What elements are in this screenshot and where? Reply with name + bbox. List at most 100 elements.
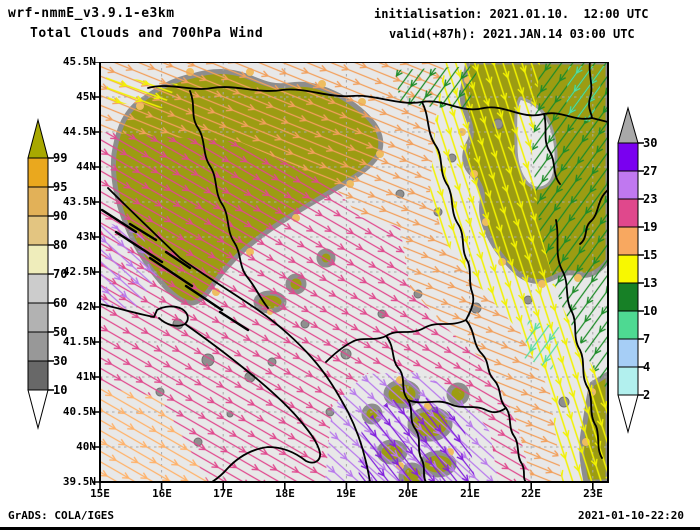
cloud-colorbar-arrow-top — [27, 118, 49, 159]
wind-colorbar-label: 19 — [643, 220, 658, 234]
wind-zone-green-streak — [395, 66, 478, 110]
colorbar-segment — [617, 338, 639, 368]
colorbar-segment — [617, 310, 639, 340]
cloud-colorbar-arrow-bottom — [27, 389, 49, 430]
colorbar-segment — [27, 273, 49, 304]
wind-colorbar-label: 27 — [643, 164, 658, 178]
colorbar-segment — [27, 360, 49, 391]
lon-label: 19E — [336, 487, 356, 500]
init-time: initialisation: 2021.01.10. 12:00 UTC — [374, 7, 649, 21]
wind-zone-violet — [358, 398, 475, 482]
wind-colorbar — [617, 106, 644, 434]
colorbar-segment — [617, 142, 639, 172]
lat-label: 40N — [76, 440, 96, 453]
wind-zone-green — [532, 62, 608, 392]
cloud-colorbar-label: 80 — [53, 238, 68, 252]
lon-label: 20E — [398, 487, 418, 500]
cloud-colorbar — [27, 118, 54, 430]
wind-zone-mint — [524, 320, 562, 370]
colorbar-segment — [617, 366, 639, 396]
lat-label: 42.5N — [62, 265, 96, 278]
colorbar-segment — [27, 331, 49, 362]
wind-colorbar-label: 30 — [643, 136, 658, 150]
wind-colorbar-arrow-bottom — [617, 394, 639, 434]
bottom-border-bar — [0, 527, 700, 530]
creation-timestamp: 2021-01-10-22:20 — [578, 509, 684, 522]
lat-label: 44N — [76, 160, 96, 173]
cloud-colorbar-label: 99 — [53, 151, 68, 165]
colorbar-segment — [617, 170, 639, 200]
cloud-colorbar-label: 90 — [53, 209, 68, 223]
colorbar-segment — [27, 302, 49, 333]
colorbar-segment — [27, 215, 49, 246]
wind-zone-yellow — [430, 62, 608, 482]
lon-label: 16E — [152, 487, 172, 500]
wind-colorbar-label: 7 — [643, 332, 651, 346]
colorbar-segment — [27, 244, 49, 275]
colorbar-segment — [27, 157, 49, 188]
wind-zone-yellow-northwest — [106, 76, 178, 108]
map-canvas — [92, 62, 609, 489]
wind-zone-pink — [100, 132, 532, 482]
cloud-colorbar-label: 95 — [53, 180, 68, 194]
wind-zone-salmon-top — [100, 62, 445, 227]
colorbar-segment — [617, 226, 639, 256]
lat-label: 39.5N — [62, 475, 96, 488]
border-danube-2 — [579, 189, 608, 245]
colorbar-ticks — [48, 157, 54, 391]
border-albania-west — [385, 335, 427, 482]
border-bosnia-internal — [189, 90, 269, 309]
wind-colorbar-arrow-top — [617, 106, 639, 144]
colorbar-segment — [617, 254, 639, 284]
model-title: wrf-nmmE_v3.9.1-e3km — [8, 6, 175, 21]
coastlines-borders — [100, 62, 608, 482]
wind-zone-orange-southwest — [100, 387, 208, 482]
border-bulgaria — [555, 219, 603, 459]
cloud-colorbar-label: 30 — [53, 354, 68, 368]
lat-label: 42N — [76, 300, 96, 313]
lon-label: 23E — [583, 487, 603, 500]
wind-colorbar-label: 23 — [643, 192, 658, 206]
wind-zone-purple-west — [100, 220, 158, 310]
border-danube-1 — [543, 113, 561, 185]
lon-label: 17E — [213, 487, 233, 500]
wind-zone-mint — [566, 66, 605, 122]
product-title: Total Clouds and 700hPa Wind — [30, 26, 264, 41]
wind-colorbar-label: 10 — [643, 304, 658, 318]
grads-credit: GrADS: COLA/IGES — [8, 509, 114, 522]
border-macedonia-north — [407, 399, 507, 414]
lon-label: 22E — [521, 487, 541, 500]
wind-colorbar-label: 15 — [643, 248, 658, 262]
colorbar-ticks — [638, 142, 644, 396]
colorbar-segment — [617, 198, 639, 228]
cloud-colorbar-label: 70 — [53, 267, 68, 281]
border-north — [147, 85, 608, 123]
lat-label: 45.5N — [62, 55, 96, 68]
border-danube-3 — [588, 62, 593, 119]
cloud-colorbar-label: 10 — [53, 383, 68, 397]
cloud-colorbar-label: 50 — [53, 325, 68, 339]
lat-label: 44.5N — [62, 125, 96, 138]
border-drina — [421, 101, 475, 321]
colorbar-segment — [617, 282, 639, 312]
map-frame — [99, 62, 609, 483]
coastline-dalmatia — [107, 187, 371, 482]
wind-colorbar-label: 2 — [643, 388, 651, 402]
wind-colorbar-label: 13 — [643, 276, 658, 290]
lon-label: 18E — [275, 487, 295, 500]
islands-adriatic — [100, 208, 250, 332]
coastline-italy — [100, 303, 321, 482]
lat-label: 41.5N — [62, 335, 96, 348]
colorbar-segment — [27, 186, 49, 217]
lon-label: 21E — [460, 487, 480, 500]
lat-label: 40.5N — [62, 405, 96, 418]
wind-colorbar-label: 4 — [643, 360, 651, 374]
lon-label: 15E — [90, 487, 110, 500]
lat-label: 43N — [76, 230, 96, 243]
wind-zone-salmon-band — [400, 192, 562, 482]
lat-label: 45N — [76, 90, 96, 103]
streamline-zones — [100, 62, 608, 482]
axis-ticks — [92, 62, 594, 489]
valid-time: valid(+87h): 2021.JAN.14 03:00 UTC — [389, 27, 635, 41]
